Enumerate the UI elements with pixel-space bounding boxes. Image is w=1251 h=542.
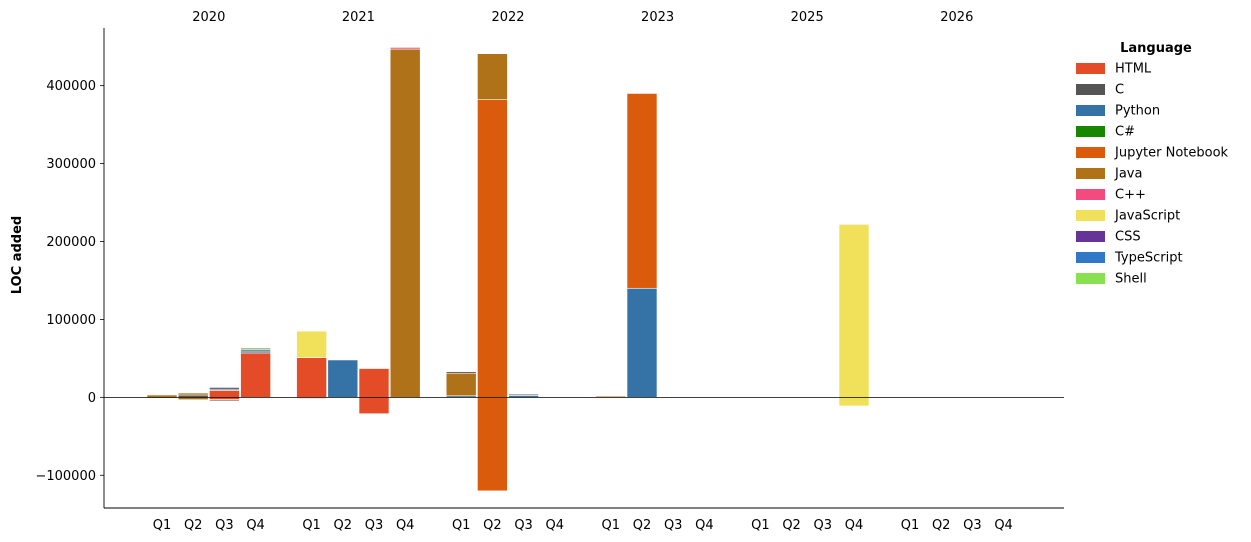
bar-segment-html (209, 390, 240, 398)
bar-segment-java (177, 392, 209, 396)
bar-segment-javascript (838, 397, 870, 407)
bar-segment-jupyter-notebook (477, 99, 508, 398)
x-tick-label: Q2 (932, 518, 951, 533)
year-label: 2020 (192, 10, 225, 25)
y-tick-label: 100000 (46, 313, 96, 328)
year-label: 2021 (342, 10, 375, 25)
legend-swatch (1076, 231, 1105, 242)
bar-segment-jupyter-notebook (626, 93, 658, 289)
bar-segment-c- (209, 386, 240, 388)
bar-segment-html (296, 357, 327, 398)
x-tick-label: Q1 (302, 518, 321, 533)
x-tick-label: Q3 (514, 518, 533, 533)
legend-label: TypeScript (1114, 251, 1183, 266)
x-tick-label: Q1 (153, 518, 172, 533)
legend-label: C# (1115, 125, 1135, 140)
bar-segment-html (358, 397, 390, 415)
legend-label: C (1115, 83, 1124, 98)
legend-label: HTML (1115, 62, 1152, 77)
x-tick-label: Q2 (184, 518, 203, 533)
x-tick-label: Q1 (452, 518, 471, 533)
legend-swatch (1076, 84, 1105, 95)
bar-segment-java (477, 53, 508, 100)
x-tick-label: Q1 (751, 518, 770, 533)
bar-segment-java (389, 48, 421, 398)
x-tick-label: Q3 (215, 518, 234, 533)
x-tick-label: Q1 (901, 518, 920, 533)
year-label: 2022 (491, 10, 524, 25)
x-tick-label: Q3 (365, 518, 384, 533)
x-tick-label: Q2 (334, 518, 353, 533)
y-tick-label: 300000 (46, 157, 96, 172)
x-tick-label: Q2 (782, 518, 801, 533)
year-label: 2026 (940, 10, 973, 25)
bar-segment-c (445, 371, 477, 374)
legend-swatch (1076, 168, 1105, 179)
bar-segment-c- (240, 347, 271, 350)
y-tick-label: −100000 (35, 469, 96, 484)
bar-segment-java (445, 372, 477, 397)
x-tick-label: Q4 (246, 518, 265, 533)
y-tick-label: 0 (88, 391, 96, 406)
legend-label: Shell (1115, 272, 1147, 287)
legend-label: Java (1114, 167, 1142, 182)
x-tick-label: Q3 (963, 518, 982, 533)
y-tick-label: 400000 (46, 79, 96, 94)
bar-segment-c (296, 397, 327, 400)
x-tick-label: Q1 (602, 518, 621, 533)
legend-title: Language (1120, 41, 1192, 56)
legend-swatch (1076, 105, 1105, 116)
legend: Language HTML C Python C# Jupyter Notebook Ja… (1076, 41, 1229, 287)
legend-swatch (1076, 273, 1105, 284)
legend-label: Python (1115, 104, 1160, 119)
bar-segment-python (327, 359, 359, 398)
bar-segment-html (358, 368, 390, 398)
bar-segment-c (209, 399, 240, 402)
x-tick-label: Q4 (396, 518, 415, 533)
legend-swatch (1076, 210, 1105, 221)
legend-label: JavaScript (1114, 209, 1180, 224)
legend-swatch (1076, 252, 1105, 263)
year-label: 2025 (791, 10, 824, 25)
legend-label: C++ (1115, 188, 1146, 203)
bar-segment-html (389, 46, 421, 48)
legend-swatch (1076, 63, 1105, 74)
bar-segment-c (508, 393, 539, 396)
year-label: 2023 (641, 10, 674, 25)
bar-segment-jupyter-notebook (477, 397, 508, 492)
bar-segment-javascript (296, 330, 327, 358)
x-tick-label: Q4 (695, 518, 714, 533)
legend-label: CSS (1115, 230, 1141, 245)
bar-segment-html (240, 352, 271, 398)
bar-segment-javascript (838, 224, 870, 398)
x-tick-label: Q4 (994, 518, 1013, 533)
x-tick-label: Q2 (633, 518, 652, 533)
bar-segment-c- (838, 222, 870, 225)
y-axis-label: LOC added (10, 216, 25, 294)
legend-label: Jupyter Notebook (1114, 146, 1229, 161)
x-tick-label: Q4 (546, 518, 565, 533)
legend-swatch (1076, 189, 1105, 200)
x-tick-label: Q2 (483, 518, 502, 533)
plot-area: −100000 0 100000 200000 300000 400000 Q1 Q2 Q3 Q4… (35, 10, 1064, 533)
x-tick-label: Q4 (845, 518, 864, 533)
bar-segment-python (626, 287, 658, 398)
y-tick-label: 200000 (46, 235, 96, 250)
x-tick-label: Q3 (814, 518, 833, 533)
legend-swatch (1076, 126, 1105, 137)
x-tick-label: Q3 (664, 518, 683, 533)
legend-swatch (1076, 147, 1105, 158)
